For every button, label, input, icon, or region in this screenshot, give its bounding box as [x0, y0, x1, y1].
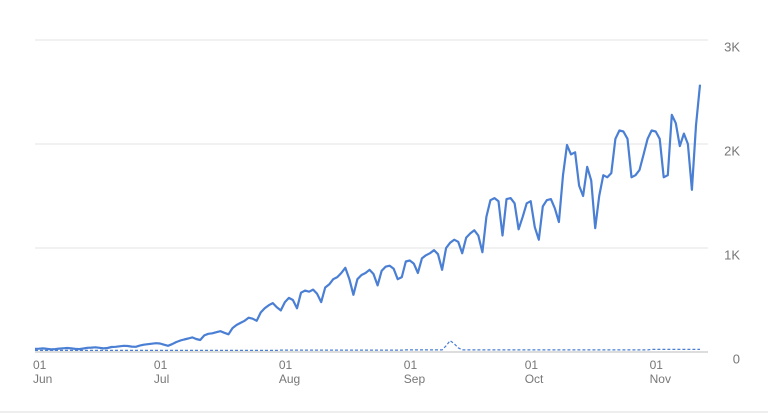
x-tick-label: 01 Jul — [153, 358, 170, 386]
x-tick-label: 01 Aug — [278, 358, 301, 386]
y-tick-label: 2K — [724, 143, 740, 158]
x-tick-label: 01 Sep — [403, 358, 426, 386]
y-tick-label: 3K — [724, 39, 740, 54]
x-tick-label: 01 Oct — [524, 358, 544, 386]
x-tick-label: 01 Nov — [649, 358, 671, 386]
y-tick-label: 1K — [724, 247, 740, 262]
x-tick-label: 01 Jun — [33, 358, 53, 386]
series-line — [34, 84, 702, 351]
y-tick-label: 0 — [733, 351, 740, 366]
series-line — [35, 340, 700, 351]
